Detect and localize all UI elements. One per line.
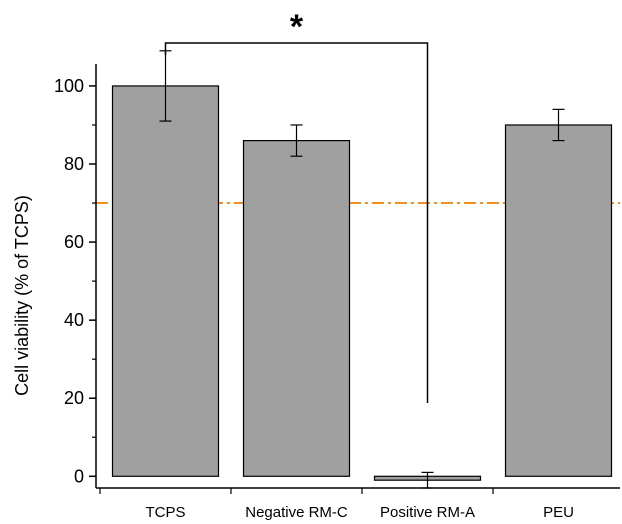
bar-negative-rm-c [242,139,351,477]
x-tick-label: Positive RM-A [380,504,475,521]
y-tick-label: 60 [64,232,84,252]
x-tick-label: Negative RM-C [245,504,348,521]
y-tick-label: 80 [64,154,84,174]
significance-bracket [164,42,429,404]
y-tick-label: 20 [64,388,84,408]
y-ticks-layer: 0 20 40 60 80 100 [54,76,96,486]
significance-layer: * [164,8,429,404]
y-tick-label: 0 [74,466,84,486]
error-bars-layer [159,50,565,489]
y-tick-label: 100 [54,76,84,96]
y-tick-label: 40 [64,310,84,330]
x-tick-label: TCPS [145,504,185,521]
x-tick-label: PEU [543,504,574,521]
axes-layer [95,64,620,489]
y-axis-title: Cell viability (% of TCPS) [12,195,32,396]
x-labels-layer: TCPS Negative RM-C Positive RM-A PEU [99,488,574,521]
significance-label: * [290,8,304,46]
bar-peu [504,124,613,477]
bar-tcps [111,85,220,477]
bars-layer [111,85,613,481]
